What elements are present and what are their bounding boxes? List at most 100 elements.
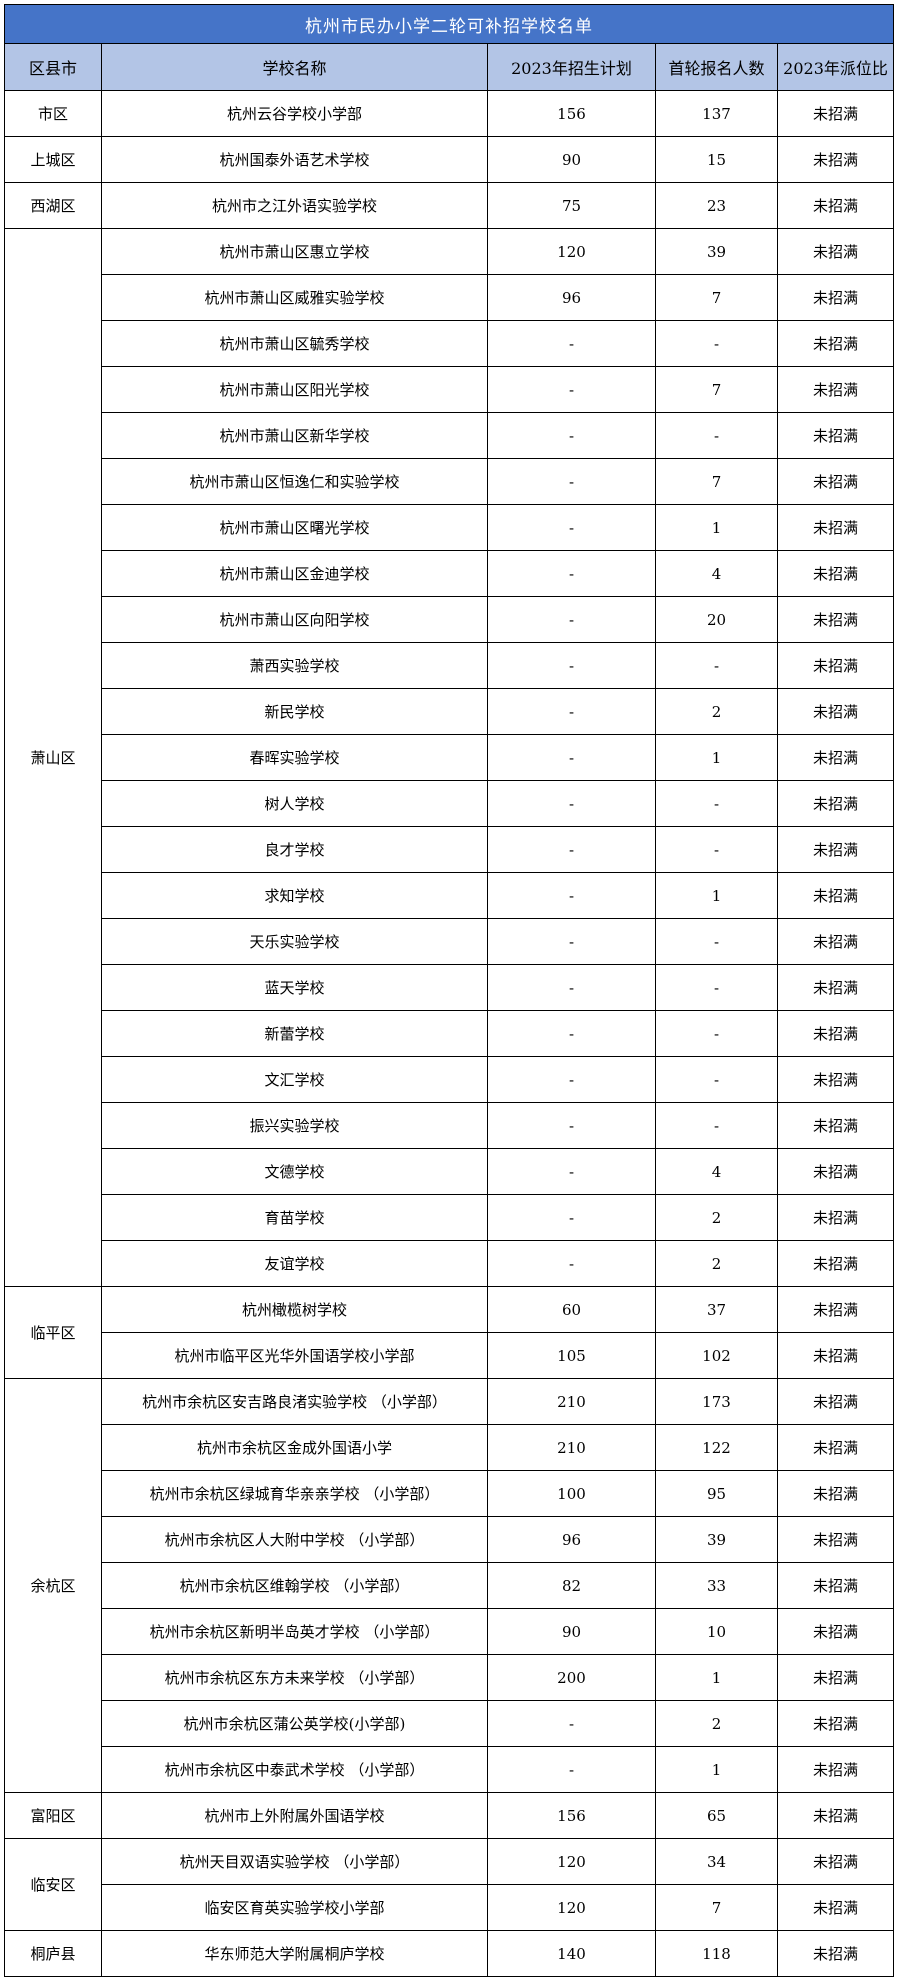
plan-cell: 200 [487,1654,656,1701]
applicants-cell: 1 [655,734,778,781]
ratio-cell: 未招满 [776,458,895,505]
ratio-cell: 未招满 [776,1102,895,1149]
table-row: 临安区育英实验学校小学部 120 7 未招满 [5,1884,895,1931]
school-name-cell: 文德学校 [101,1148,488,1195]
ratio-cell: 未招满 [776,964,895,1011]
applicants-cell: 118 [655,1930,778,1977]
district-cell: 桐庐县 [4,1930,102,1977]
plan-cell: - [487,734,656,781]
plan-cell: 120 [487,1838,656,1885]
plan-cell: - [487,1700,656,1747]
plan-cell: 210 [487,1378,656,1425]
school-name-cell: 萧西实验学校 [101,642,488,689]
table-title: 杭州市民办小学二轮可补招学校名单 [3,4,895,44]
school-name-cell: 振兴实验学校 [101,1102,488,1149]
district-cell: 萧山区 [4,228,102,1287]
school-name-cell: 求知学校 [101,872,488,919]
school-name-cell: 春晖实验学校 [101,734,488,781]
ratio-cell: 未招满 [776,320,895,367]
plan-cell: - [487,1010,656,1057]
table-row: 杭州市临平区光华外国语学校小学部 105 102 未招满 [5,1332,895,1379]
table-row: 良才学校 - - 未招满 [5,826,895,873]
ratio-cell: 未招满 [776,918,895,965]
school-name-cell: 文汇学校 [101,1056,488,1103]
ratio-cell: 未招满 [776,688,895,735]
ratio-cell: 未招满 [776,1148,895,1195]
ratio-cell: 未招满 [776,1332,895,1379]
ratio-cell: 未招满 [776,1654,895,1701]
plan-cell: 120 [487,228,656,275]
table-row: 杭州市萧山区威雅实验学校 96 7 未招满 [5,274,895,321]
plan-cell: - [487,366,656,413]
plan-cell: - [487,1102,656,1149]
school-name-cell: 杭州市萧山区阳光学校 [101,366,488,413]
applicants-cell: 34 [655,1838,778,1885]
plan-cell: 210 [487,1424,656,1471]
ratio-cell: 未招满 [776,1746,895,1793]
school-name-cell: 杭州市萧山区曙光学校 [101,504,488,551]
table-row: 杭州市余杭区绿城育华亲亲学校 （小学部） 100 95 未招满 [5,1470,895,1517]
district-cell: 上城区 [4,136,102,183]
ratio-cell: 未招满 [776,1194,895,1241]
school-name-cell: 天乐实验学校 [101,918,488,965]
table-row: 杭州市萧山区阳光学校 -7 未招满 [5,366,895,413]
plan-cell: 105 [487,1332,656,1379]
applicants-cell: 137 [655,90,778,137]
district-cell: 富阳区 [4,1792,102,1839]
ratio-cell: 未招满 [776,1884,895,1931]
applicants-cell: - [655,412,778,459]
school-name-cell: 杭州市余杭区中泰武术学校 （小学部） [101,1746,488,1793]
school-name-cell: 杭州市萧山区向阳学校 [101,596,488,643]
ratio-cell: 未招满 [776,1378,895,1425]
plan-cell: - [487,596,656,643]
school-name-cell: 树人学校 [101,780,488,827]
district-cell: 临安区 [4,1838,102,1931]
applicants-cell: 7 [655,274,778,321]
applicants-cell: 39 [655,1516,778,1563]
table-row: 上城区 杭州国泰外语艺术学校 90 15 未招满 [4,136,895,183]
table-row: 杭州市萧山区毓秀学校 - - 未招满 [5,320,895,367]
applicants-cell: 37 [655,1286,778,1333]
table-row: 杭州市余杭区人大附中学校 （小学部） 96 39 未招满 [5,1516,895,1563]
school-name-cell: 友谊学校 [101,1240,488,1287]
school-name-cell: 杭州市余杭区绿城育华亲亲学校 （小学部） [101,1470,488,1517]
table-row: 求知学校 -1 未招满 [5,872,895,919]
table-row: 新蕾学校 - - 未招满 [5,1010,895,1057]
table-row: 天乐实验学校 - - 未招满 [5,918,895,965]
school-name-cell: 杭州市余杭区维翰学校 （小学部） [101,1562,488,1609]
plan-cell: - [487,1148,656,1195]
plan-cell: - [487,1056,656,1103]
plan-cell: 90 [487,136,656,183]
column-header-applicants: 首轮报名人数 [655,43,778,91]
applicants-cell: 1 [655,1746,778,1793]
school-name-cell: 杭州市萧山区威雅实验学校 [101,274,488,321]
ratio-cell: 未招满 [776,1838,895,1885]
table-row: 市区 杭州云谷学校小学部 156 137 未招满 [4,90,895,137]
table-row: 萧山区 杭州市萧山区惠立学校 120 39 未招满 [4,228,895,1287]
applicants-cell: 7 [655,366,778,413]
table-row: 杭州市余杭区中泰武术学校 （小学部） -1 未招满 [5,1746,895,1793]
ratio-cell: 未招满 [776,1056,895,1103]
plan-cell: 100 [487,1470,656,1517]
applicants-cell: 173 [655,1378,778,1425]
table-row: 西湖区 杭州市之江外语实验学校 75 23 未招满 [4,182,895,229]
ratio-cell: 未招满 [776,642,895,689]
applicants-cell: - [655,1102,778,1149]
ratio-cell: 未招满 [776,872,895,919]
plan-cell: 156 [487,1792,656,1839]
plan-cell: - [487,1240,656,1287]
school-name-cell: 杭州市萧山区毓秀学校 [101,320,488,367]
plan-cell: - [487,550,656,597]
school-name-cell: 杭州市之江外语实验学校 [101,182,488,229]
applicants-cell: - [655,964,778,1011]
school-name-cell: 杭州云谷学校小学部 [101,90,488,137]
ratio-cell: 未招满 [776,1516,895,1563]
table-row: 文德学校 -4 未招满 [5,1148,895,1195]
table-row: 杭州市萧山区金迪学校 -4 未招满 [5,550,895,597]
column-header-plan: 2023年招生计划 [487,43,656,91]
applicants-cell: - [655,918,778,965]
ratio-cell: 未招满 [776,228,895,275]
district-cell: 西湖区 [4,182,102,229]
school-name-cell: 杭州市萧山区恒逸仁和实验学校 [101,458,488,505]
